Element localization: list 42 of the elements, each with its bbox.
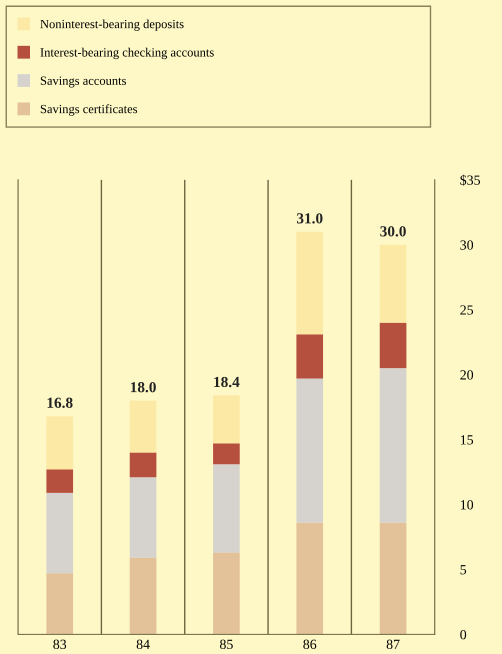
legend-label: Savings accounts — [40, 76, 126, 88]
y-tick-label: 5 — [460, 565, 466, 574]
bar — [380, 244, 406, 323]
bar — [296, 378, 324, 523]
y-tick-label: 30 — [460, 240, 474, 250]
bar — [130, 400, 156, 453]
bar — [213, 464, 240, 553]
bar — [46, 492, 74, 574]
bar — [130, 477, 156, 558]
bar — [46, 573, 74, 634]
bar — [296, 522, 324, 634]
x-tick-label: 83 — [53, 640, 66, 650]
bar — [213, 395, 240, 444]
bar — [213, 552, 240, 634]
total-label: 18.4 — [214, 376, 240, 388]
total-label: 18.0 — [130, 382, 156, 392]
y-tick-label: 10 — [460, 500, 474, 510]
y-tick-label: 15 — [460, 435, 474, 445]
x-tick-label: 86 — [303, 640, 316, 650]
x-tick-label: 85 — [220, 640, 233, 650]
legend-label: Interest-bearing checking accounts — [40, 48, 214, 60]
y-tick-label: 25 — [460, 305, 474, 315]
bar — [296, 232, 324, 334]
bar — [130, 452, 156, 478]
bar — [130, 558, 156, 634]
bar — [380, 522, 406, 634]
x-tick-label: 87 — [386, 640, 400, 650]
bar — [296, 334, 324, 379]
bar — [213, 443, 240, 464]
total-label: 30.0 — [380, 226, 406, 237]
total-label: 16.8 — [48, 398, 73, 408]
x-tick-label: 84 — [136, 640, 150, 650]
bar — [46, 416, 74, 470]
legend-label: Noninterest-bearing deposits — [40, 19, 184, 31]
bar — [46, 469, 74, 493]
y-tick-label: 0 — [460, 630, 466, 640]
total-label: 31.0 — [296, 213, 323, 224]
bar — [380, 368, 406, 523]
legend-label: Savings certificates — [40, 104, 138, 116]
y-tick-label: $35 — [460, 174, 480, 186]
y-tick-label: 20 — [460, 370, 474, 380]
bar — [380, 322, 406, 368]
